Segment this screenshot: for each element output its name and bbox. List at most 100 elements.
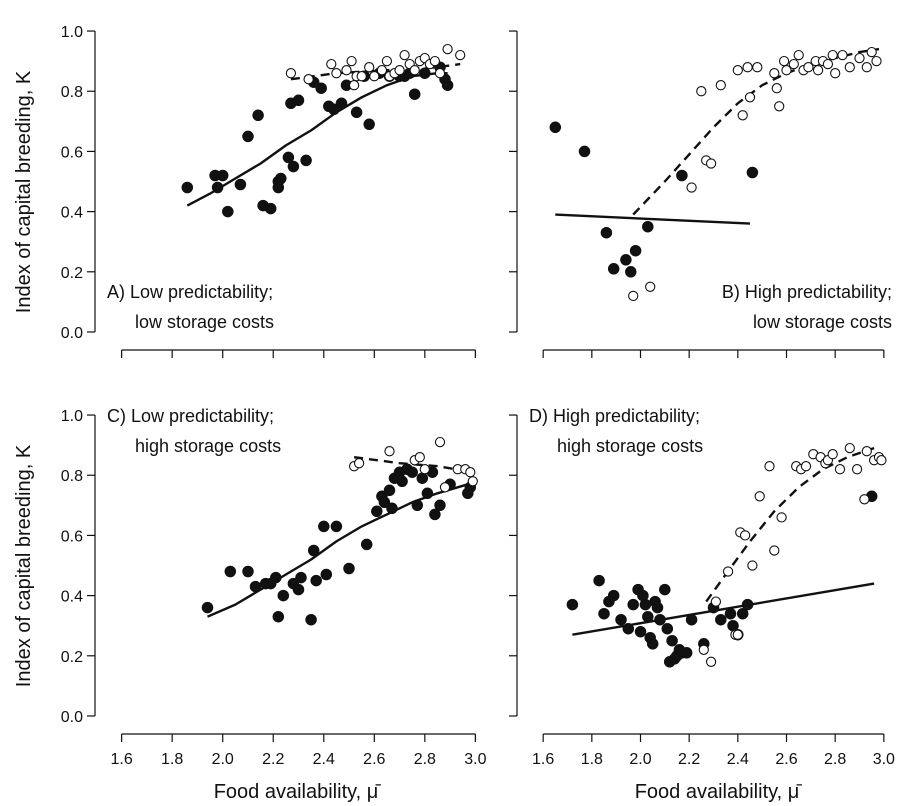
filled-point <box>661 622 674 635</box>
open-point <box>326 58 337 70</box>
open-point <box>861 446 872 457</box>
filled-point <box>622 622 635 635</box>
filled-point <box>211 181 224 194</box>
panel-d: 1.6 1.8 2.0 2.2 2.4 2.6 2.8 3.0 D) High predicta… <box>509 406 895 768</box>
filled-point <box>746 166 759 179</box>
solid-fit-line <box>572 582 875 636</box>
y-tick-label: 0.8 <box>61 84 83 101</box>
open-point <box>346 55 357 67</box>
y-tick-label: 0.6 <box>61 528 83 545</box>
panels: 0.0 0.2 0.4 0.6 0.8 1.0 A) Low predictability;… <box>61 24 895 768</box>
filled-point <box>320 568 333 581</box>
filled-point <box>685 613 698 626</box>
open-point <box>774 101 785 112</box>
filled-point <box>307 544 320 557</box>
open-point <box>844 62 855 73</box>
dashed-fit-line <box>705 446 875 603</box>
filled-point <box>607 263 620 275</box>
filled-point <box>642 220 654 233</box>
open-point <box>429 55 441 67</box>
open-point <box>696 86 707 97</box>
open-point <box>394 65 405 76</box>
filled-point <box>383 484 396 497</box>
x-tick-label: 1.8 <box>161 751 183 768</box>
open-point <box>434 68 446 79</box>
filled-point <box>715 613 727 626</box>
open-point <box>803 62 814 73</box>
open-point <box>812 65 824 76</box>
x-tick-label: 2.4 <box>313 751 335 768</box>
filled-point <box>598 607 610 620</box>
filled-point <box>627 598 639 611</box>
open-point <box>769 68 780 79</box>
open-point <box>434 436 446 448</box>
filled-point <box>421 487 434 500</box>
open-point <box>722 566 734 577</box>
filled-point <box>343 562 355 575</box>
x-tick-label: 2.8 <box>824 751 846 768</box>
filled-point <box>578 145 591 158</box>
filled-point <box>625 266 637 278</box>
open-point <box>851 464 863 475</box>
filled-point <box>287 160 300 173</box>
filled-point <box>242 565 254 578</box>
open-point <box>844 442 855 454</box>
open-point <box>465 467 476 478</box>
open-point <box>739 530 751 541</box>
filled-point <box>386 502 398 515</box>
filled-point <box>277 589 290 602</box>
solid-fit-line <box>186 71 448 207</box>
filled-point <box>676 169 688 182</box>
panel-label-line: high storage costs <box>557 436 703 456</box>
panel-a: 0.0 0.2 0.4 0.6 0.8 1.0 A) Low predictability;… <box>61 24 476 358</box>
solid-fit-line <box>555 213 751 225</box>
open-point <box>399 49 410 61</box>
open-point <box>778 55 790 67</box>
filled-point <box>620 254 632 266</box>
x-tick-label: 1.6 <box>111 751 133 768</box>
open-point <box>854 52 865 64</box>
x-tick-label: 2.6 <box>363 751 385 768</box>
filled-point <box>607 589 620 602</box>
filled-point <box>335 97 348 110</box>
open-point <box>364 62 375 73</box>
open-point <box>384 446 395 457</box>
filled-point <box>318 520 330 533</box>
filled-point <box>434 499 446 512</box>
open-point <box>788 58 799 70</box>
panel-label-line: high storage costs <box>135 436 281 456</box>
open-point <box>715 80 726 91</box>
open-point <box>353 458 365 469</box>
filled-point <box>429 508 441 521</box>
filled-point <box>295 571 307 584</box>
x-tick-label: 2.2 <box>678 751 700 768</box>
open-point <box>747 560 758 571</box>
filled-point <box>441 79 454 91</box>
panel-label-line: D) High predictability; <box>529 406 700 426</box>
open-point <box>822 58 834 70</box>
open-point <box>705 656 717 667</box>
y-tick-label: 0.6 <box>61 144 83 161</box>
filled-point <box>651 601 664 614</box>
filled-point <box>741 598 754 611</box>
filled-point <box>222 205 234 218</box>
open-point <box>800 461 812 472</box>
filled-point <box>249 580 262 593</box>
open-point <box>764 461 775 472</box>
filled-point <box>272 610 285 623</box>
filled-point <box>680 647 693 659</box>
y-tick-label: 0.4 <box>61 205 83 222</box>
filled-point <box>234 178 247 191</box>
open-point <box>698 644 709 655</box>
open-point <box>830 68 841 79</box>
y-tick-label: 0.2 <box>61 649 83 666</box>
open-point <box>876 455 887 466</box>
open-point <box>732 629 743 640</box>
filled-point <box>350 106 363 119</box>
filled-point <box>646 638 659 650</box>
panel-label-line: C) Low predictability; <box>107 406 274 426</box>
open-point <box>467 476 478 487</box>
x-tick-label: 2.2 <box>262 751 284 768</box>
open-point <box>754 491 765 502</box>
open-point <box>737 110 748 121</box>
